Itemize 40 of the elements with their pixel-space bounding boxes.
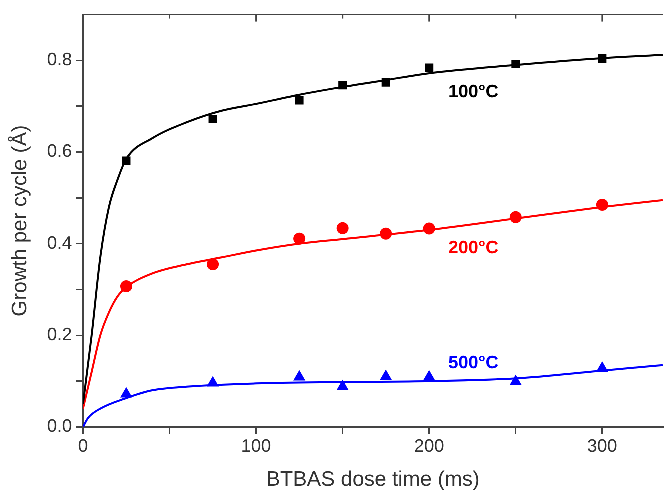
series-label: 500°C bbox=[448, 352, 499, 373]
point bbox=[423, 222, 436, 235]
x-tick-label: 100 bbox=[241, 436, 272, 456]
point bbox=[596, 362, 608, 372]
point bbox=[380, 228, 392, 240]
x-tick-label: 200 bbox=[414, 436, 444, 456]
point bbox=[382, 78, 390, 87]
point bbox=[122, 156, 131, 166]
point bbox=[206, 376, 220, 387]
point bbox=[598, 54, 607, 64]
series-label: 200°C bbox=[448, 238, 499, 258]
point bbox=[120, 280, 132, 293]
point bbox=[338, 81, 348, 90]
point bbox=[512, 60, 520, 69]
y-tick-label: 0.6 bbox=[47, 141, 72, 162]
point bbox=[510, 211, 522, 224]
point bbox=[596, 198, 608, 211]
point bbox=[207, 258, 220, 271]
line-series bbox=[83, 199, 663, 410]
point bbox=[380, 370, 392, 380]
point bbox=[336, 380, 349, 390]
point bbox=[510, 374, 522, 386]
point bbox=[425, 64, 434, 72]
y-tick-label: 0.8 bbox=[47, 50, 72, 70]
y-tick-label: 0.0 bbox=[47, 416, 72, 436]
series-label: 100°C bbox=[448, 82, 499, 102]
point bbox=[294, 232, 306, 245]
line-series bbox=[83, 54, 663, 406]
point bbox=[336, 222, 349, 234]
point bbox=[293, 370, 306, 381]
point bbox=[295, 96, 304, 105]
y-tick-label: 0.2 bbox=[47, 324, 72, 345]
x-tick-label: 0 bbox=[78, 436, 88, 456]
x-tick-label: 300 bbox=[587, 436, 618, 456]
y-axis-title: Growth per cycle (Å) bbox=[7, 125, 32, 317]
point bbox=[208, 115, 218, 124]
x-axis-title: BTBAS dose time (ms) bbox=[266, 468, 480, 492]
point bbox=[423, 370, 436, 381]
point bbox=[120, 387, 133, 398]
y-tick-label: 0.4 bbox=[47, 232, 72, 253]
